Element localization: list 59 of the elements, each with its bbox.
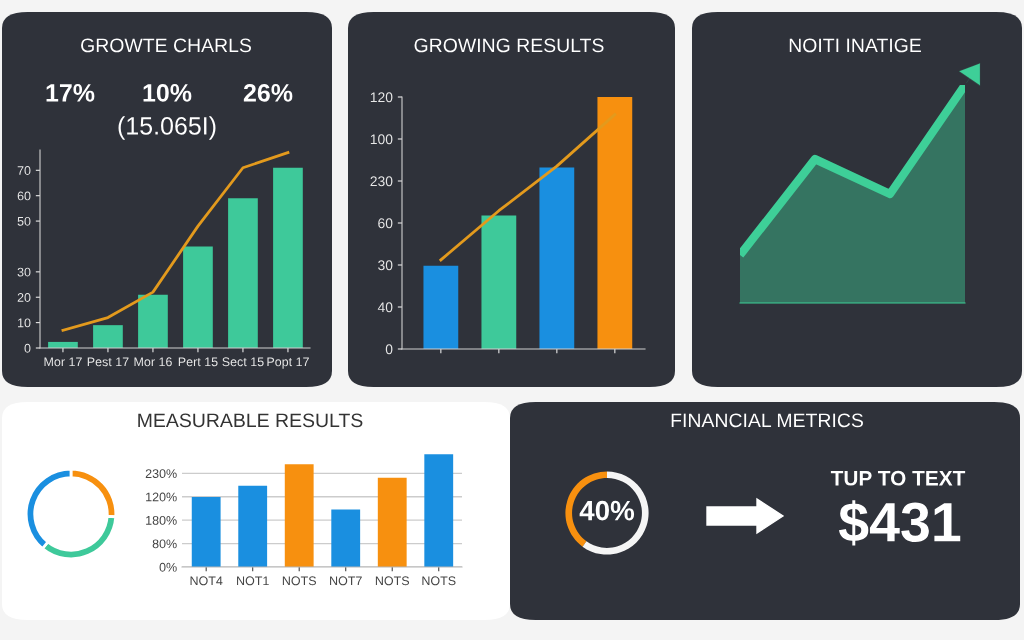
- x-tick-label: NOT1: [237, 576, 269, 586]
- text: 30: [378, 260, 393, 271]
- text: 120: [370, 92, 393, 103]
- bar: [273, 167, 303, 348]
- text: 120%: [146, 492, 177, 502]
- y-tick-label: 0: [24, 343, 31, 353]
- y-tick-label: 70: [17, 166, 31, 175]
- x-tick-label: Mor 16: [134, 357, 172, 367]
- text: 26%: [243, 84, 293, 102]
- text: 17%: [46, 84, 95, 102]
- text: 80%: [152, 539, 177, 549]
- bar: [138, 294, 168, 348]
- text: 0: [385, 344, 393, 355]
- x-tick-label: NOTS: [422, 576, 456, 586]
- text: 180%: [146, 515, 177, 525]
- x-tick-label: NOT7: [330, 576, 362, 586]
- bar: [183, 246, 213, 348]
- text: 0%: [159, 562, 177, 572]
- y-tick-label: 30: [17, 267, 31, 277]
- bar: [228, 198, 258, 348]
- bar: [331, 509, 361, 567]
- text: 40: [377, 302, 393, 313]
- line-series: [61, 151, 290, 332]
- text: $431: [838, 500, 961, 546]
- chart-title: MEASURABLE RESULTS: [138, 413, 363, 428]
- bar: [424, 454, 454, 567]
- data-label: 40%: [579, 500, 635, 521]
- bar: [481, 215, 517, 349]
- x-tick-label: Mor 17: [44, 357, 82, 367]
- chart-title: GROWING RESULTS: [414, 38, 604, 53]
- chart-title: NOITI INATIGE: [789, 38, 921, 53]
- y-tick-label: 50: [17, 216, 31, 226]
- chart-title: GROWTE CHARLS: [81, 38, 251, 53]
- bar: [191, 497, 221, 567]
- x-tick-label: Popt 17: [267, 357, 309, 369]
- bar: [238, 485, 268, 567]
- text: (15.065I): [118, 116, 216, 140]
- bar: [284, 464, 314, 567]
- y-tick-label: 10: [18, 318, 31, 328]
- x-tick-label: NOTS: [375, 576, 410, 586]
- x-tick-label: NOTS: [282, 576, 316, 586]
- bar: [377, 477, 407, 567]
- x-tick-label: Sect 15: [222, 357, 264, 367]
- x-tick-label: NOT4: [190, 576, 223, 586]
- bar: [93, 325, 123, 348]
- text: TUP TO TEXT: [830, 470, 966, 486]
- bar: [423, 265, 459, 349]
- text: 230%: [145, 469, 177, 479]
- bar: [539, 167, 575, 349]
- bar: [597, 97, 633, 349]
- y-tick-label: 60: [17, 191, 31, 201]
- text: 10%: [143, 84, 192, 102]
- text: 230: [370, 176, 393, 187]
- text: 60: [378, 218, 393, 229]
- x-tick-label: Pert 15: [178, 357, 218, 367]
- x-tick-label: Pest 17: [87, 357, 129, 367]
- y-tick-label: 20: [17, 293, 31, 302]
- text: 100: [370, 134, 393, 145]
- text: FINANCIAL METRICS: [671, 413, 863, 428]
